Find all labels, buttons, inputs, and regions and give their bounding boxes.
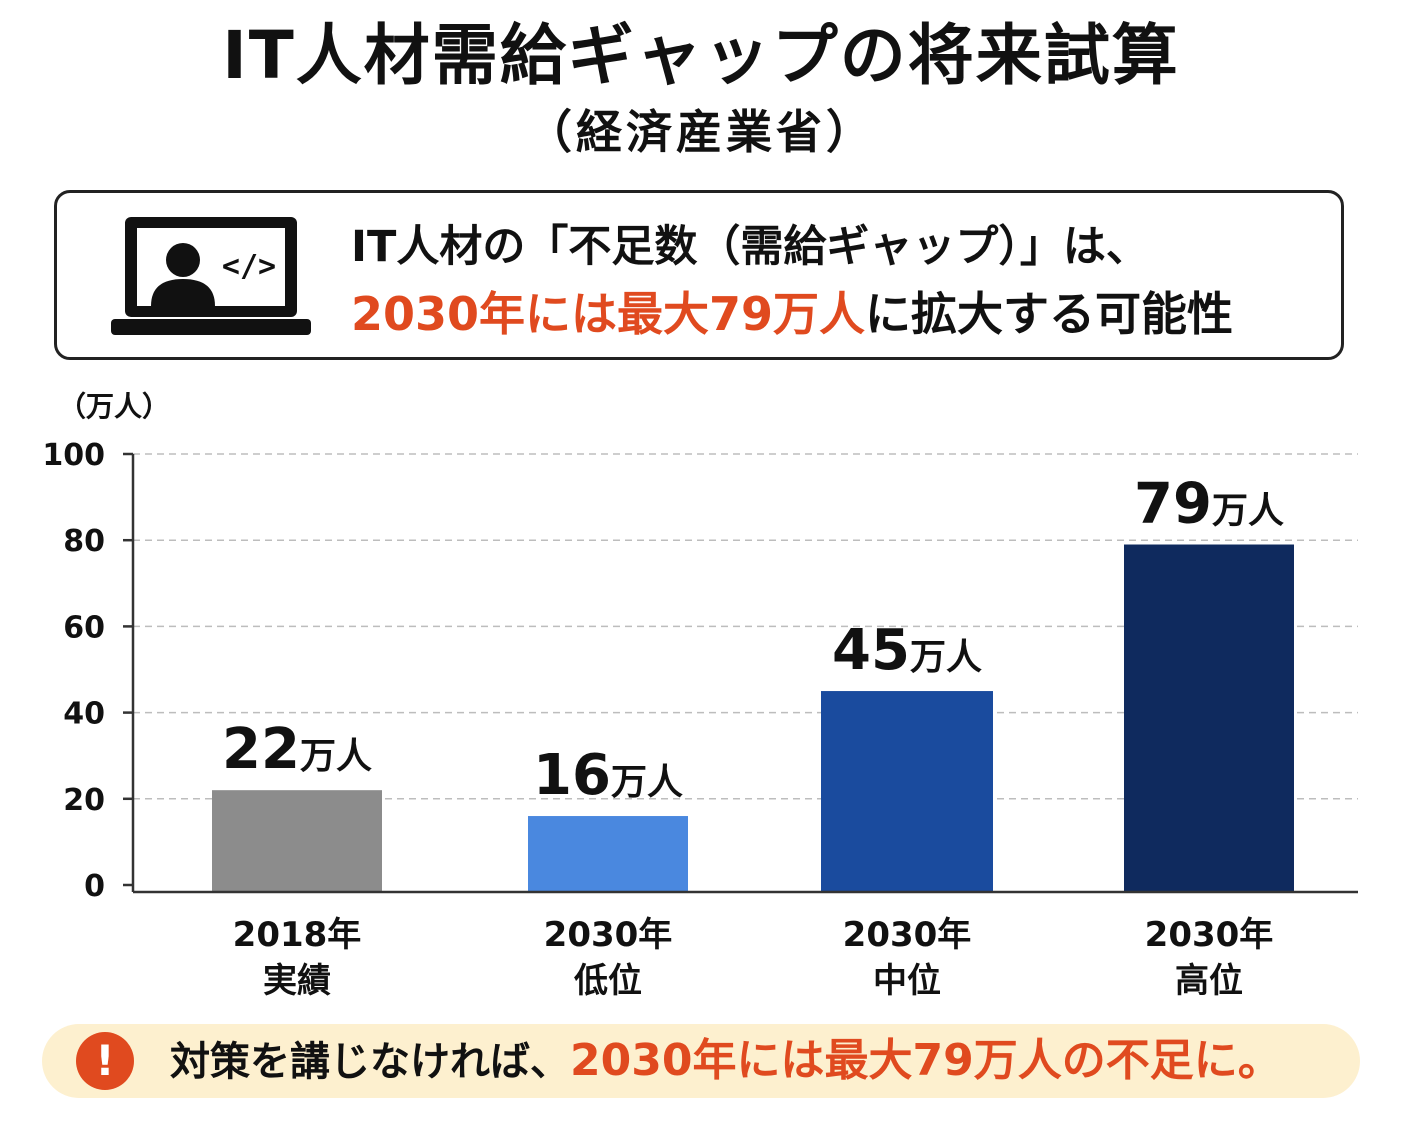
bar [212,790,382,892]
info-line-1: IT人材の「不足数（需給ギャップ）」は、 [351,222,1149,272]
footer-banner: ! 対策を講じなければ、2030年には最大79万人の不足に。 [42,1024,1360,1098]
footer-message: 対策を講じなければ、2030年には最大79万人の不足に。 [170,1032,1282,1091]
info-highlight: 2030年には最大79万人 [351,287,866,341]
bar [1124,544,1294,892]
x-tick-label-scenario: 中位 [873,961,941,1001]
x-tick-label-year: 2030年 [843,915,972,955]
footer-text: 対策を講じなければ、 [170,1039,570,1085]
bar-value-label: 22万人 [222,717,372,782]
bar-value-unit: 万人 [611,762,683,803]
laptop-code-icon: </> [111,217,311,335]
bar-value-unit: 万人 [300,736,372,777]
bar-value-number: 16 [533,743,611,808]
page-title: IT人材需給ギャップの将来試算 [222,17,1180,94]
x-tick-label-scenario: 高位 [1175,961,1243,1001]
x-tick-label-scenario: 低位 [574,961,642,1001]
bar-value-number: 45 [832,618,910,683]
bar-value-unit: 万人 [910,637,982,678]
footer-highlight: 2030年には最大79万人の不足に。 [570,1035,1282,1086]
svg-text:</>: </> [222,249,276,284]
y-tick-label: 80 [63,524,105,559]
x-tick-label-scenario: 実績 [263,961,331,1001]
bar-value-number: 22 [222,717,300,782]
x-tick-label-year: 2018年 [233,915,362,955]
x-tick-label-year: 2030年 [1145,915,1274,955]
y-tick-label: 0 [84,869,105,904]
bar-value-number: 79 [1134,472,1212,537]
info-box: </> IT人材の「不足数（需給ギャップ）」は、 2030年には最大79万人に拡… [54,190,1344,360]
y-tick-label: 100 [42,438,105,473]
bar [528,816,688,892]
info-line-2: 2030年には最大79万人に拡大する可能性 [351,285,1233,343]
bar [821,691,993,892]
bar-value-label: 45万人 [832,618,982,683]
bar-value-label: 79万人 [1134,472,1284,537]
bar-value-label: 16万人 [533,743,683,808]
exclamation-icon: ! [76,1032,134,1090]
page-subtitle: （経済産業省） [526,105,876,159]
y-tick-label: 20 [63,783,105,818]
x-tick-label-year: 2030年 [544,915,673,955]
bar-layer: 22万人2018年実績16万人2030年低位45万人2030年中位79万人203… [212,472,1294,1001]
info-rest: に拡大する可能性 [865,287,1234,341]
bar-value-unit: 万人 [1212,491,1284,532]
y-tick-label: 60 [63,610,105,645]
y-axis-unit-label: （万人） [58,390,170,423]
y-tick-label: 40 [63,697,105,732]
